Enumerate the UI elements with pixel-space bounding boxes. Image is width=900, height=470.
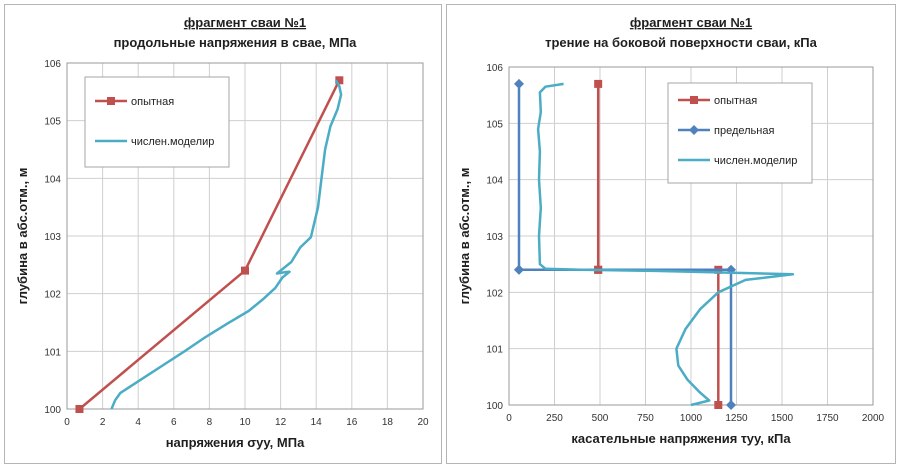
chart-1-x-tick-label: 1750 [816, 413, 839, 424]
chart-0-legend-label-1: числен.моделир [131, 136, 214, 148]
chart-0-x-tick-label: 2 [100, 417, 106, 428]
chart-1-legend-label-0: опытная [714, 95, 757, 107]
chart-1-series-0-point [594, 79, 603, 88]
chart-1-y-tick-label: 101 [486, 345, 503, 356]
chart-1-series-1-point [726, 400, 737, 410]
chart-0-y-tick-label: 102 [44, 290, 61, 301]
chart-0-title: фрагмент сваи №1 [184, 15, 306, 30]
chart-1-x-tick-label: 250 [546, 413, 563, 424]
chart-0-legend-marker-0 [107, 97, 115, 105]
chart-0-series-0-point [75, 405, 84, 413]
chart-1-y-tick-label: 104 [486, 176, 503, 187]
chart-1-title: фрагмент сваи №1 [630, 15, 752, 30]
chart-0-y-tick-label: 106 [44, 59, 61, 70]
chart-0-x-tick-label: 8 [207, 417, 213, 428]
chart-1-y-tick-label: 100 [486, 401, 503, 412]
chart-1-series-1-point [514, 78, 525, 89]
chart-0-x-tick-label: 6 [171, 417, 177, 428]
chart-1-y-tick-label: 103 [486, 232, 503, 243]
chart-0-y-tick-label: 104 [44, 174, 61, 185]
friction-chart: фрагмент сваи №1 трение на боковой поверх… [457, 15, 885, 446]
chart-1-x-tick-label: 1000 [680, 413, 703, 424]
chart-0-x-tick-label: 18 [382, 417, 394, 428]
chart-panel-left: фрагмент сваи №1 продольные напряжения в … [4, 4, 442, 464]
chart-1-x-tick-label: 750 [637, 413, 654, 424]
chart-1-legend-label-2: числен.моделир [714, 155, 797, 167]
chart-1-series-0-point [714, 401, 723, 409]
chart-0-x-axis-label: напряжения σуу, МПа [166, 435, 305, 450]
stress-chart: фрагмент сваи №1 продольные напряжения в … [15, 15, 429, 450]
chart-0-y-tick-label: 101 [44, 347, 61, 358]
chart-1-legend-marker-1 [689, 125, 699, 135]
chart-0-y-tick-label: 103 [44, 232, 61, 243]
chart-1-series-2-line [536, 82, 795, 407]
chart-panel-right: фрагмент сваи №1 трение на боковой поверх… [446, 4, 896, 464]
chart-1-legend-marker-0 [690, 96, 698, 104]
chart-0-y-axis-label: глубина в абс.отм., м [15, 168, 30, 305]
chart-1-x-tick-label: 500 [592, 413, 609, 424]
chart-0-series-1-line [110, 79, 343, 410]
chart-0-legend-box [84, 76, 230, 168]
chart-0-plot-area [66, 62, 424, 410]
chart-1-x-tick-label: 0 [506, 413, 512, 424]
chart-0-y-tick-label: 105 [44, 117, 61, 128]
chart-0-y-tick-label: 100 [44, 405, 61, 416]
chart-1-legend-label-1: предельная [714, 125, 774, 137]
chart-0-legend-label-0: опытная [131, 96, 174, 108]
chart-0-x-tick-label: 12 [275, 417, 287, 428]
chart-0-series-0-point [241, 266, 249, 275]
chart-1-y-tick-label: 102 [486, 288, 503, 299]
chart-1-y-tick-label: 105 [486, 119, 503, 130]
chart-0-subtitle: продольные напряжения в свае, МПа [114, 35, 358, 50]
chart-0-x-tick-label: 16 [346, 417, 358, 428]
chart-0-x-tick-label: 10 [239, 417, 251, 428]
chart-1-subtitle: трение на боковой поверхности сваи, кПа [545, 35, 818, 50]
chart-1-series-1-point [514, 264, 525, 275]
chart-0-x-tick-label: 20 [417, 417, 429, 428]
chart-1-x-tick-label: 2000 [862, 413, 885, 424]
chart-1-x-axis-label: касательные напряжения τуу, кПа [571, 431, 791, 446]
chart-1-x-tick-label: 1500 [771, 413, 794, 424]
chart-0-series-0-point [335, 76, 344, 85]
chart-0-x-tick-label: 14 [311, 417, 323, 428]
chart-0-x-tick-label: 0 [64, 417, 70, 428]
chart-0-x-tick-label: 4 [135, 417, 141, 428]
chart-1-x-tick-label: 1250 [725, 413, 748, 424]
chart-1-y-tick-label: 106 [486, 63, 503, 74]
chart-1-y-axis-label: глубина в абс.отм., м [457, 168, 472, 305]
